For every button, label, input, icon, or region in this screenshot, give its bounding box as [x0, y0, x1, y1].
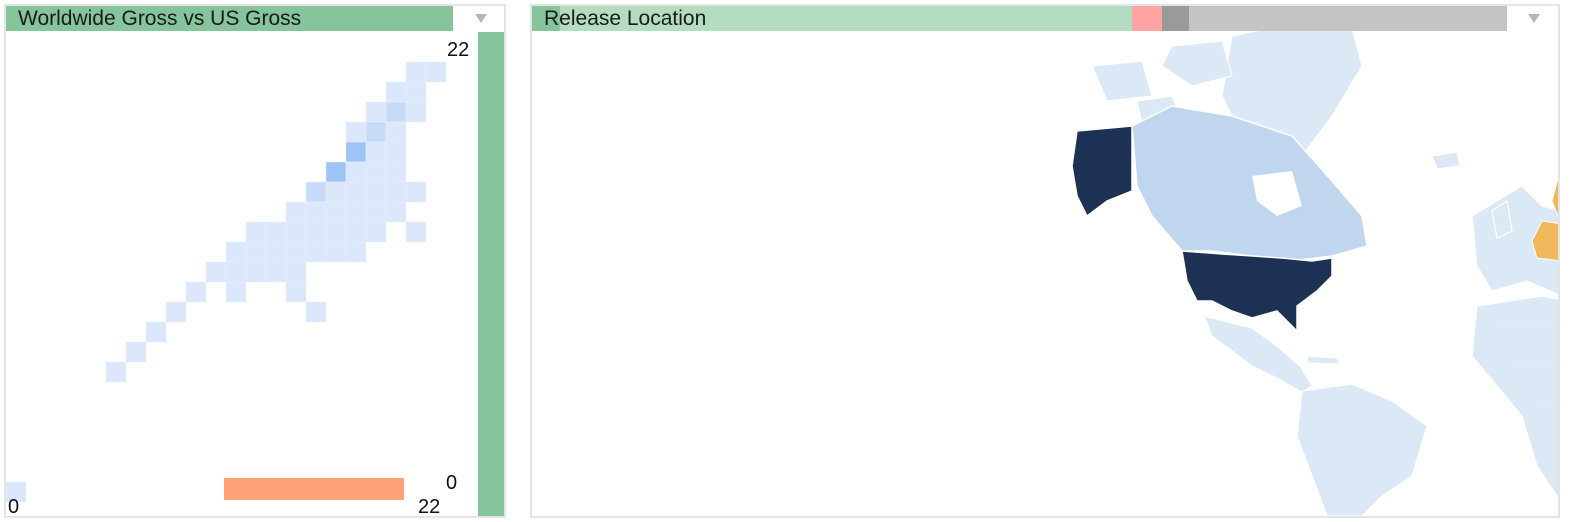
heatmap-cell[interactable] — [365, 161, 387, 183]
heatmap-cell[interactable] — [245, 221, 267, 243]
heatmap-cell[interactable] — [345, 181, 367, 203]
heatmap-cell[interactable] — [145, 321, 167, 343]
heatmap-cell[interactable] — [325, 221, 347, 243]
legend-segment[interactable] — [532, 6, 1132, 31]
legend-accent — [532, 6, 560, 31]
region-canada — [1131, 105, 1368, 262]
heatmap-cell[interactable] — [325, 201, 347, 223]
heatmap-cell[interactable] — [385, 101, 407, 123]
heatmap-cell[interactable] — [345, 221, 367, 243]
heatmap-cell[interactable] — [285, 221, 307, 243]
heatmap-cell[interactable] — [405, 81, 427, 103]
region-uk — [1491, 199, 1513, 239]
x-axis-zero-count-label: 0 — [446, 472, 458, 494]
panel-title: Worldwide Gross vs US Gross — [18, 7, 302, 30]
heatmap-cell[interactable] — [205, 261, 227, 283]
heatmap-cell[interactable] — [325, 161, 347, 183]
dropdown-button[interactable] — [1524, 8, 1544, 28]
heatmap-cell[interactable] — [265, 261, 287, 283]
heatmap-cell[interactable] — [405, 221, 427, 243]
region-arctic-islands — [1161, 40, 1233, 87]
heatmap-cell[interactable] — [245, 261, 267, 283]
heatmap-cell[interactable] — [345, 161, 367, 183]
heatmap-cell[interactable] — [165, 301, 187, 323]
heatmap-cell[interactable] — [385, 81, 407, 103]
heatmap-cell[interactable] — [385, 121, 407, 143]
heatmap-cell[interactable] — [365, 101, 387, 123]
x-axis-max-label: 22 — [418, 496, 441, 518]
triangle-down-icon — [1528, 14, 1540, 23]
y-marginal-bar[interactable] — [478, 32, 504, 516]
heatmap-cell[interactable] — [265, 221, 287, 243]
heatmap-cell[interactable] — [285, 261, 307, 283]
heatmap-cell[interactable] — [225, 261, 247, 283]
region-central-europe — [1531, 220, 1558, 262]
heatmap-cell[interactable] — [345, 121, 367, 143]
heatmap-cell[interactable] — [6, 481, 27, 503]
heatmap-cell[interactable] — [245, 241, 267, 263]
heatmap-cell[interactable] — [405, 61, 427, 83]
heatmap-cell[interactable] — [185, 281, 207, 303]
x-marginal-bar[interactable] — [224, 478, 264, 500]
heatmap-cell[interactable] — [305, 181, 327, 203]
panel-title-bar[interactable]: Release Location — [532, 6, 1507, 31]
heatmap-cell[interactable] — [345, 201, 367, 223]
legend-segment[interactable] — [1161, 6, 1190, 31]
heatmap-cell[interactable] — [305, 201, 327, 223]
x-marginal-bar[interactable] — [264, 478, 404, 500]
region-sweden — [1551, 176, 1558, 218]
triangle-down-icon — [475, 14, 487, 23]
heatmap-cell[interactable] — [385, 161, 407, 183]
heatmap-cell[interactable] — [305, 221, 327, 243]
heatmap-cell[interactable] — [105, 361, 127, 383]
heatmap-cell[interactable] — [305, 241, 327, 263]
heatmap-chart[interactable] — [6, 6, 504, 516]
heatmap-cell[interactable] — [265, 241, 287, 263]
region-iceland — [1431, 151, 1461, 170]
release-location-panel: Release Location — [530, 4, 1560, 518]
heatmap-cell[interactable] — [225, 281, 247, 303]
region-alaska — [1071, 125, 1133, 218]
gross-heatmap-panel: Worldwide Gross vs US Gross 22 0 0 22 — [4, 4, 506, 518]
heatmap-cell[interactable] — [125, 341, 147, 363]
heatmap-cell[interactable] — [405, 181, 427, 203]
heatmap-cell[interactable] — [285, 241, 307, 263]
heatmap-cell[interactable] — [365, 121, 387, 143]
heatmap-cell[interactable] — [385, 201, 407, 223]
heatmap-cell[interactable] — [385, 141, 407, 163]
world-map[interactable] — [532, 6, 1558, 516]
heatmap-cell[interactable] — [425, 61, 447, 83]
region-africa — [1471, 295, 1558, 497]
legend-segment[interactable] — [1189, 6, 1507, 31]
legend-strip[interactable] — [532, 6, 1507, 31]
y-axis-max-label: 22 — [447, 39, 470, 61]
heatmap-cell[interactable] — [385, 181, 407, 203]
heatmap-cell[interactable] — [405, 101, 427, 123]
heatmap-cell[interactable] — [345, 241, 367, 263]
heatmap-cell[interactable] — [365, 181, 387, 203]
heatmap-cell[interactable] — [365, 221, 387, 243]
dropdown-button[interactable] — [471, 8, 491, 28]
legend-segment[interactable] — [1131, 6, 1162, 31]
heatmap-cell[interactable] — [285, 281, 307, 303]
heatmap-cell[interactable] — [305, 301, 327, 323]
heatmap-cell[interactable] — [325, 241, 347, 263]
heatmap-cell[interactable] — [225, 241, 247, 263]
x-axis-min-label: 0 — [8, 496, 20, 518]
heatmap-cell[interactable] — [365, 201, 387, 223]
heatmap-cell[interactable] — [285, 201, 307, 223]
heatmap-cell[interactable] — [345, 141, 367, 163]
region-usa — [1181, 250, 1333, 333]
panel-title: Release Location — [544, 7, 707, 30]
heatmap-cell[interactable] — [325, 181, 347, 203]
region-south-america — [1296, 383, 1428, 516]
heatmap-cell[interactable] — [365, 141, 387, 163]
panel-title-bar[interactable]: Worldwide Gross vs US Gross — [6, 6, 453, 31]
